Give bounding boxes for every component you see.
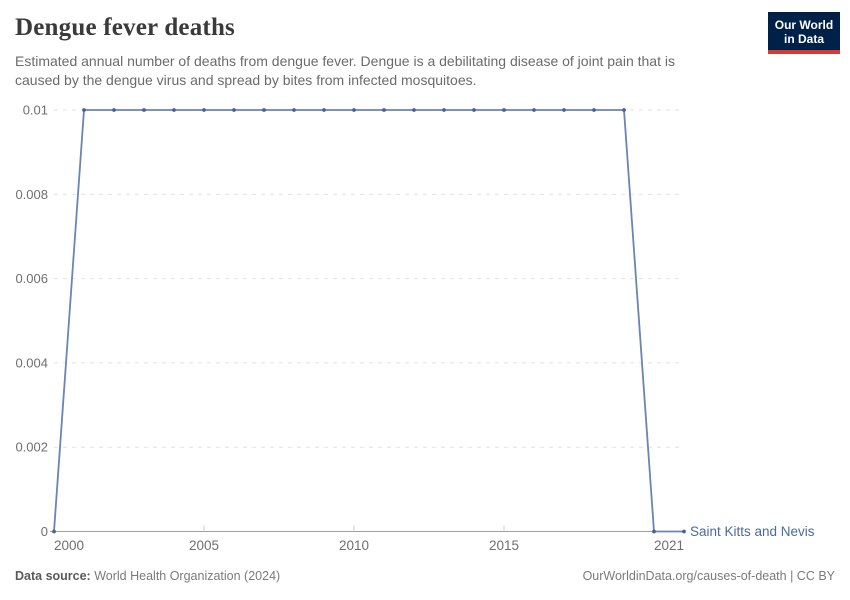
y-axis-tick-label: 0.004: [15, 355, 48, 370]
page-title: Dengue fever deaths: [15, 14, 235, 41]
y-axis-tick-label: 0: [41, 524, 48, 539]
data-point[interactable]: [532, 108, 536, 112]
x-axis-tick-label: 2010: [339, 538, 369, 553]
data-point[interactable]: [292, 108, 296, 112]
data-point[interactable]: [322, 108, 326, 112]
data-point[interactable]: [202, 108, 206, 112]
y-axis-tick-label: 0.01: [23, 103, 48, 118]
data-point[interactable]: [142, 108, 146, 112]
x-axis-tick-label: 2021: [654, 538, 684, 553]
data-point[interactable]: [112, 108, 116, 112]
data-source: Data source: World Health Organization (…: [15, 569, 280, 583]
data-point[interactable]: [652, 529, 656, 534]
x-axis-tick-label: 2015: [489, 538, 519, 553]
data-point[interactable]: [82, 108, 86, 112]
y-axis-tick-label: 0.008: [15, 187, 48, 202]
x-axis-tick-label: 2005: [189, 538, 219, 553]
data-point[interactable]: [232, 108, 236, 112]
owid-logo[interactable]: Our World in Data: [768, 12, 840, 54]
line-series[interactable]: [53, 109, 684, 533]
data-point[interactable]: [562, 108, 566, 112]
entity-label[interactable]: Saint Kitts and Nevis: [690, 524, 815, 539]
subtitle-line: caused by the dengue virus and spread by…: [15, 72, 477, 88]
data-point[interactable]: [382, 108, 386, 112]
data-point[interactable]: [622, 108, 626, 112]
data-point[interactable]: [262, 108, 266, 112]
logo-line: Our World: [774, 18, 834, 32]
footer: Data source: World Health Organization (…: [15, 569, 835, 583]
data-point[interactable]: [472, 108, 476, 112]
data-source-label: Data source:: [15, 569, 91, 583]
data-point[interactable]: [682, 529, 686, 534]
attribution-link[interactable]: OurWorldinData.org/causes-of-death | CC …: [582, 569, 835, 583]
x-axis-tick-label: 2000: [54, 538, 84, 553]
page-subtitle: Estimated annual number of deaths from d…: [15, 52, 745, 90]
data-point[interactable]: [352, 108, 356, 112]
data-point[interactable]: [412, 108, 416, 112]
y-axis-tick-label: 0.002: [15, 440, 48, 455]
logo-line: in Data: [783, 32, 824, 46]
subtitle-line: Estimated annual number of deaths from d…: [15, 53, 675, 69]
y-axis-tick-label: 0.006: [15, 271, 48, 286]
data-source-value: World Health Organization (2024): [94, 569, 281, 583]
data-point[interactable]: [442, 108, 446, 112]
data-point[interactable]: [502, 108, 506, 112]
data-point[interactable]: [172, 108, 176, 112]
data-point[interactable]: [52, 529, 56, 534]
data-point[interactable]: [592, 108, 596, 112]
